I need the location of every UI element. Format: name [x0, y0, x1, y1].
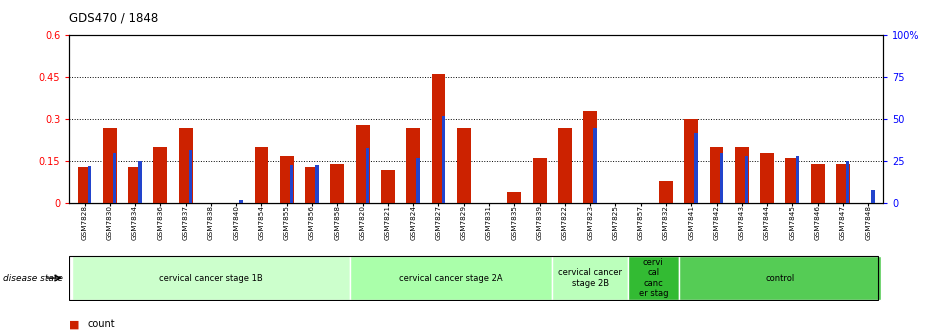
- Text: GSM7828: GSM7828: [81, 205, 88, 240]
- Bar: [315, 165, 318, 203]
- Text: count: count: [88, 319, 116, 329]
- Text: GSM7820: GSM7820: [360, 205, 365, 240]
- Text: GSM7821: GSM7821: [385, 205, 391, 240]
- Bar: [720, 153, 723, 203]
- Bar: [189, 150, 192, 203]
- Text: GSM7836: GSM7836: [157, 205, 164, 240]
- Bar: [280, 156, 294, 203]
- Bar: [72, 256, 350, 300]
- Text: GSM7856: GSM7856: [309, 205, 315, 240]
- Text: cervical cancer
stage 2B: cervical cancer stage 2B: [558, 268, 623, 288]
- Bar: [441, 116, 445, 203]
- Text: GSM7854: GSM7854: [258, 205, 265, 240]
- Bar: [846, 161, 849, 203]
- Text: GDS470 / 1848: GDS470 / 1848: [69, 12, 158, 25]
- Text: control: control: [765, 274, 795, 283]
- Bar: [88, 166, 91, 203]
- Bar: [836, 164, 850, 203]
- Text: GSM7824: GSM7824: [410, 205, 416, 240]
- Bar: [154, 147, 167, 203]
- Bar: [113, 153, 117, 203]
- Bar: [350, 256, 552, 300]
- Bar: [78, 167, 92, 203]
- Bar: [552, 256, 628, 300]
- Text: GSM7829: GSM7829: [461, 205, 467, 240]
- Text: disease state: disease state: [3, 274, 63, 283]
- Bar: [593, 128, 597, 203]
- Text: GSM7825: GSM7825: [612, 205, 619, 240]
- Text: GSM7857: GSM7857: [637, 205, 644, 240]
- Text: GSM7846: GSM7846: [815, 205, 820, 240]
- Text: cervi
cal
canc
er stag: cervi cal canc er stag: [638, 258, 668, 298]
- Bar: [796, 156, 799, 203]
- Text: GSM7835: GSM7835: [512, 205, 517, 240]
- Text: GSM7832: GSM7832: [663, 205, 669, 240]
- Bar: [240, 200, 242, 203]
- Text: GSM7840: GSM7840: [233, 205, 240, 240]
- Text: GSM7823: GSM7823: [587, 205, 593, 240]
- Bar: [659, 181, 672, 203]
- Bar: [103, 128, 117, 203]
- Text: GSM7839: GSM7839: [536, 205, 543, 240]
- Text: cervical cancer stage 1B: cervical cancer stage 1B: [159, 274, 263, 283]
- Bar: [533, 159, 547, 203]
- Text: GSM7848: GSM7848: [865, 205, 871, 240]
- Text: ■: ■: [69, 319, 80, 329]
- Bar: [254, 147, 268, 203]
- Text: GSM7843: GSM7843: [739, 205, 745, 240]
- Bar: [760, 153, 774, 203]
- Text: GSM7838: GSM7838: [208, 205, 214, 240]
- Text: GSM7855: GSM7855: [284, 205, 290, 240]
- Bar: [695, 133, 697, 203]
- Bar: [406, 128, 420, 203]
- Text: GSM7827: GSM7827: [436, 205, 441, 240]
- Text: GSM7834: GSM7834: [132, 205, 138, 240]
- Text: GSM7830: GSM7830: [106, 205, 113, 240]
- Bar: [628, 256, 679, 300]
- Bar: [583, 111, 597, 203]
- Bar: [431, 75, 446, 203]
- Bar: [871, 190, 875, 203]
- Bar: [684, 119, 698, 203]
- Text: GSM7831: GSM7831: [486, 205, 492, 240]
- Bar: [129, 167, 142, 203]
- Text: GSM7822: GSM7822: [561, 205, 568, 240]
- Bar: [709, 147, 723, 203]
- Bar: [139, 161, 142, 203]
- Bar: [558, 128, 572, 203]
- Bar: [785, 159, 799, 203]
- Text: cervical cancer stage 2A: cervical cancer stage 2A: [400, 274, 503, 283]
- Bar: [507, 192, 522, 203]
- Bar: [457, 128, 471, 203]
- Text: GSM7845: GSM7845: [789, 205, 796, 240]
- Text: GSM7837: GSM7837: [182, 205, 189, 240]
- Bar: [179, 128, 192, 203]
- Bar: [305, 167, 319, 203]
- Text: GSM7847: GSM7847: [840, 205, 846, 240]
- Bar: [381, 170, 395, 203]
- Bar: [734, 147, 748, 203]
- Bar: [416, 158, 420, 203]
- Bar: [366, 148, 369, 203]
- Text: GSM7841: GSM7841: [688, 205, 695, 240]
- Bar: [356, 125, 370, 203]
- Text: GSM7858: GSM7858: [334, 205, 340, 240]
- Text: GSM7842: GSM7842: [713, 205, 720, 240]
- Bar: [745, 156, 748, 203]
- Text: GSM7844: GSM7844: [764, 205, 771, 240]
- Bar: [679, 256, 881, 300]
- Bar: [290, 165, 293, 203]
- Bar: [330, 164, 344, 203]
- Bar: [810, 164, 824, 203]
